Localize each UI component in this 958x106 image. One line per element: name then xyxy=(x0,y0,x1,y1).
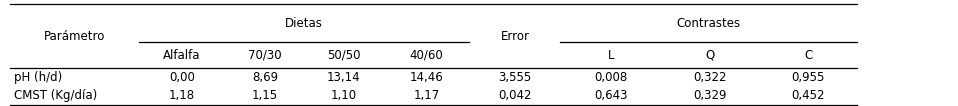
Text: 0,042: 0,042 xyxy=(498,89,532,102)
Text: 1,18: 1,18 xyxy=(169,89,195,102)
Text: 0,008: 0,008 xyxy=(594,71,627,84)
Text: 0,00: 0,00 xyxy=(169,71,195,84)
Text: Contrastes: Contrastes xyxy=(677,17,741,30)
Text: 40/60: 40/60 xyxy=(409,49,444,62)
Text: C: C xyxy=(804,49,812,62)
Text: Alfalfa: Alfalfa xyxy=(163,49,201,62)
Text: pH (h/d): pH (h/d) xyxy=(14,71,62,84)
Text: Parámetro: Parámetro xyxy=(43,30,105,43)
Text: Q: Q xyxy=(705,49,715,62)
Text: 0,322: 0,322 xyxy=(694,71,726,84)
Text: 1,10: 1,10 xyxy=(331,89,357,102)
Text: L: L xyxy=(607,49,614,62)
Text: 0,643: 0,643 xyxy=(594,89,627,102)
Text: 1,15: 1,15 xyxy=(252,89,278,102)
Text: 14,46: 14,46 xyxy=(409,71,444,84)
Text: 3,555: 3,555 xyxy=(498,71,532,84)
Text: 70/30: 70/30 xyxy=(248,49,282,62)
Text: 0,955: 0,955 xyxy=(791,71,825,84)
Text: Error: Error xyxy=(500,30,530,43)
Text: 50/50: 50/50 xyxy=(328,49,360,62)
Text: 0,452: 0,452 xyxy=(791,89,825,102)
Text: Dietas: Dietas xyxy=(285,17,323,30)
Text: 0,329: 0,329 xyxy=(694,89,726,102)
Text: 13,14: 13,14 xyxy=(327,71,361,84)
Text: CMST (Kg/día): CMST (Kg/día) xyxy=(14,89,98,102)
Text: 8,69: 8,69 xyxy=(252,71,278,84)
Text: 1,17: 1,17 xyxy=(413,89,440,102)
